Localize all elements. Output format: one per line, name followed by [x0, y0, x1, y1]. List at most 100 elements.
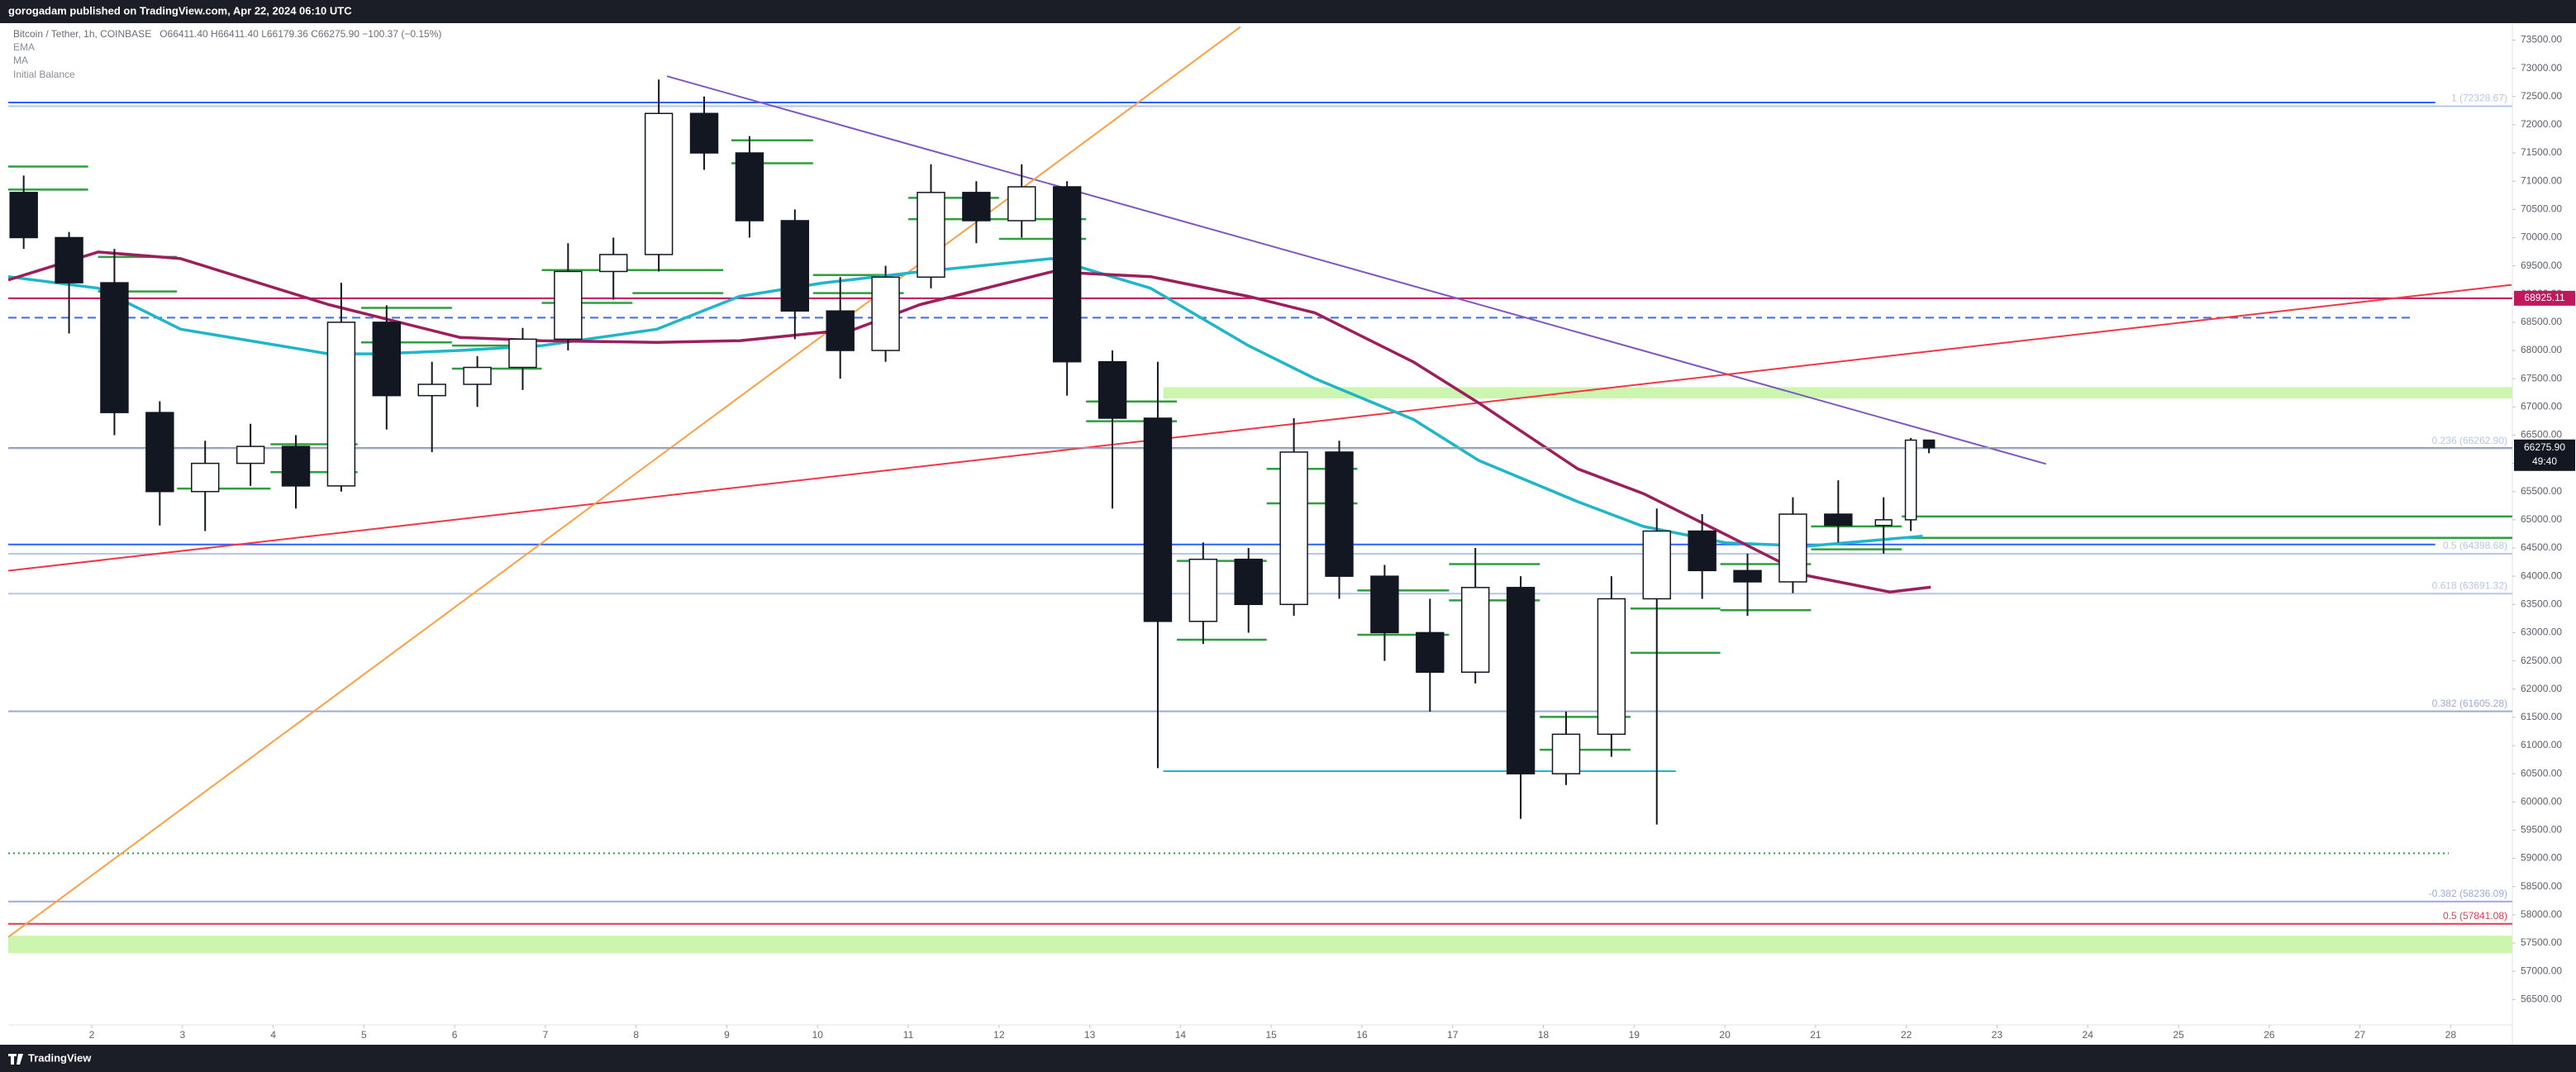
candle-body — [1688, 530, 1717, 572]
candle-body — [463, 366, 492, 385]
fib-label: 0.5 (64398.68) — [2443, 540, 2507, 551]
header-bar — [0, 0, 2576, 23]
axes: 56500.00 57000.00 57500.00 58000.00 58500.00… — [89, 34, 2575, 1041]
y-tick-label: 60500.00 — [2521, 767, 2562, 779]
x-tick-label: 9 — [724, 1029, 730, 1041]
candle-body — [100, 282, 129, 413]
candle-body — [871, 276, 900, 351]
y-tick-label: 57000.00 — [2521, 965, 2562, 976]
candle-body — [1098, 360, 1127, 419]
trendline — [666, 75, 2046, 465]
y-tick-label: 67500.00 — [2521, 372, 2562, 384]
y-tick-label: 61500.00 — [2521, 711, 2562, 722]
x-tick-label: 26 — [2264, 1029, 2275, 1041]
y-tick-label: 66500.00 — [2521, 429, 2562, 441]
candle-body — [1874, 519, 1893, 526]
y-tick-label: 61000.00 — [2521, 739, 2562, 750]
zone — [1163, 387, 2512, 399]
y-tick-label: 70000.00 — [2521, 231, 2562, 243]
x-tick-label: 17 — [1447, 1029, 1459, 1041]
x-tick-label: 24 — [2083, 1029, 2094, 1041]
y-tick-label: 58000.00 — [2521, 908, 2562, 920]
x-tick-label: 16 — [1356, 1029, 1368, 1041]
y-tick-label: 63000.00 — [2521, 627, 2562, 638]
header-text: gorogadam published on TradingView.com, … — [8, 4, 352, 17]
x-tick-label: 15 — [1265, 1029, 1277, 1041]
countdown-label: 49:40 — [2532, 455, 2557, 467]
candle-body — [1143, 417, 1173, 622]
x-tick-label: 10 — [812, 1029, 824, 1041]
y-tick-label: 72500.00 — [2521, 90, 2562, 102]
legend-entry[interactable]: MA — [13, 55, 28, 66]
y-tick-label: 56500.00 — [2521, 993, 2562, 1004]
y-tick-label: 65500.00 — [2521, 485, 2562, 497]
candle-body — [1188, 558, 1218, 622]
candle-body — [1416, 631, 1445, 673]
x-tick-label: 19 — [1629, 1029, 1640, 1041]
y-tick-label: 68000.00 — [2521, 344, 2562, 355]
chart-title: Bitcoin / Tether, 1h, COINBASE O66411.40 … — [13, 28, 441, 40]
candle-body — [1460, 587, 1490, 673]
symbol: Bitcoin / Tether, 1h, COINBASE — [13, 28, 151, 40]
y-tick-label: 73000.00 — [2521, 62, 2562, 74]
y-tick-label: 65000.00 — [2521, 513, 2562, 525]
ohlc: O66411.40 H66411.40 L66179.36 C66275.90 … — [160, 28, 441, 40]
candle-body — [1778, 513, 1807, 583]
candle-body — [326, 322, 356, 487]
x-tick-label: 7 — [543, 1029, 549, 1041]
candle-body — [554, 270, 583, 341]
y-tick-label: 68500.00 — [2521, 316, 2562, 327]
candle-body — [1904, 439, 1917, 521]
candle-body — [1922, 439, 1936, 449]
y-tick-label: 73500.00 — [2521, 34, 2562, 45]
x-tick-label: 3 — [179, 1029, 185, 1041]
candle-body — [1733, 569, 1762, 583]
candle-body — [1506, 587, 1536, 774]
x-tick-label: 27 — [2355, 1029, 2366, 1041]
candle-body — [599, 254, 628, 273]
x-tick-label: 4 — [270, 1029, 276, 1041]
candle-body — [9, 192, 38, 239]
brand-name[interactable]: TradingView — [28, 1051, 92, 1064]
fib-label: -0.382 (58236.09) — [2429, 888, 2507, 899]
x-tick-label: 18 — [1538, 1029, 1550, 1041]
fib-label: 1 (72328.67) — [2451, 93, 2507, 104]
trendline — [8, 26, 1241, 938]
candle-body — [1551, 733, 1581, 774]
x-tick-label: 8 — [633, 1029, 639, 1041]
brand-logo — [8, 1054, 23, 1065]
fib-label: 0.236 (66262.90) — [2432, 435, 2507, 446]
candle-body — [1370, 575, 1399, 634]
candle-body — [1007, 186, 1036, 222]
x-tick-label: 25 — [2173, 1029, 2184, 1041]
y-tick-label: 70500.00 — [2521, 203, 2562, 215]
x-tick-label: 14 — [1175, 1029, 1187, 1041]
legend-entry[interactable]: EMA — [13, 41, 35, 53]
fib-label: 0.382 (61605.28) — [2432, 698, 2507, 709]
y-tick-label: 58500.00 — [2521, 880, 2562, 892]
price-tag — [2514, 290, 2575, 306]
y-tick-label: 62500.00 — [2521, 655, 2562, 666]
candle-body — [55, 236, 83, 283]
last-price-tag — [2514, 439, 2575, 471]
legend-entry[interactable]: Initial Balance — [13, 69, 75, 80]
candle-body — [1234, 558, 1263, 606]
x-tick-label: 13 — [1084, 1029, 1096, 1041]
x-tick-label: 2 — [89, 1029, 95, 1041]
y-tick-label: 64500.00 — [2521, 541, 2562, 553]
y-tick-label: 71000.00 — [2521, 174, 2562, 186]
candle-body — [1325, 451, 1354, 577]
x-tick-label: 12 — [993, 1029, 1005, 1041]
y-tick-label: 59000.00 — [2521, 852, 2562, 864]
y-tick-label: 57500.00 — [2521, 936, 2562, 948]
x-tick-label: 28 — [2445, 1029, 2457, 1041]
candle-body — [1824, 513, 1853, 526]
candle-body — [644, 112, 674, 255]
price-tag-label: 68925.11 — [2524, 292, 2564, 303]
candle-body — [917, 192, 945, 279]
x-tick-label: 6 — [452, 1029, 458, 1041]
footer-bar — [0, 1045, 2576, 1072]
candle-body — [962, 192, 991, 222]
y-tick-label: 72000.00 — [2521, 118, 2562, 130]
